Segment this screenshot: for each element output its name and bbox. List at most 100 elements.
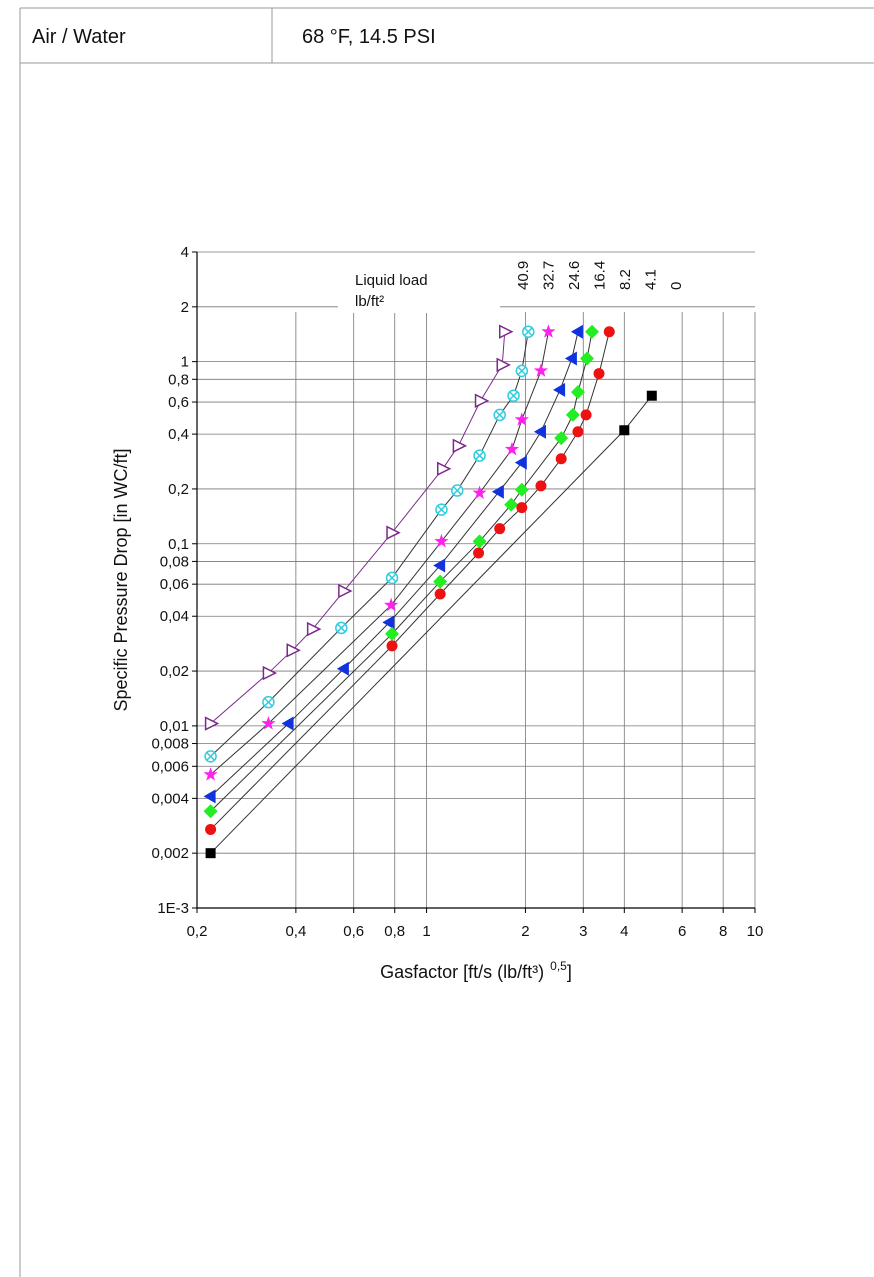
point	[496, 357, 511, 373]
x-axis-label-sup: 0,5	[550, 959, 567, 973]
point	[515, 364, 529, 378]
point	[203, 789, 216, 804]
point	[203, 804, 218, 819]
point	[541, 324, 556, 338]
legend-title: Liquid load	[355, 272, 428, 289]
point	[386, 640, 398, 652]
legend-label: 0	[668, 282, 685, 290]
y-tick-label: 4	[181, 244, 189, 261]
y-tick-label: 0,2	[168, 481, 189, 498]
legend-box	[338, 253, 500, 313]
series-line	[210, 331, 506, 724]
y-axis-label: Specific Pressure Drop [in WC/ft]	[111, 448, 131, 711]
point	[553, 382, 566, 397]
point	[286, 643, 301, 658]
x-tick-label: 0,2	[187, 923, 208, 940]
y-tick-label: 0,004	[151, 790, 189, 807]
point	[435, 503, 448, 516]
point	[491, 484, 504, 499]
x-tick-label: 0,8	[384, 923, 405, 940]
point	[472, 534, 487, 549]
x-tick-label: 1	[422, 923, 430, 940]
point	[516, 502, 528, 514]
point	[306, 621, 322, 637]
y-tick-label: 0,8	[168, 371, 189, 388]
x-axis-label-text: Gasfactor [ft/s (lb/ft³)	[380, 962, 544, 982]
y-tick-label: 0,1	[168, 536, 189, 553]
point	[204, 750, 217, 763]
point	[570, 324, 583, 339]
point	[472, 485, 487, 500]
point	[514, 412, 529, 426]
point	[554, 431, 569, 446]
point	[507, 389, 520, 402]
point	[385, 626, 400, 641]
series-line	[210, 331, 593, 812]
series-line	[210, 395, 653, 854]
point	[585, 324, 600, 339]
point	[205, 823, 217, 835]
legend-label: 40.9	[515, 261, 532, 290]
header-conditions: 68 °F, 14.5 PSI	[302, 26, 436, 48]
point	[385, 571, 399, 585]
point	[494, 523, 506, 535]
point	[473, 547, 485, 559]
point	[204, 716, 220, 731]
point	[564, 351, 577, 366]
point	[338, 583, 353, 599]
point	[335, 621, 348, 635]
y-tick-label: 1	[181, 354, 189, 371]
y-tick-label: 2	[181, 299, 189, 316]
point	[203, 767, 218, 781]
y-tick-label: 0,002	[151, 845, 189, 862]
y-tick-label: 0,02	[160, 663, 189, 680]
x-tick-label: 0,6	[343, 923, 364, 940]
y-tick-label: 0,06	[160, 576, 189, 593]
y-tick-label: 0,04	[160, 608, 189, 625]
point	[433, 574, 448, 589]
x-tick-label: 2	[521, 923, 529, 940]
x-tick-label: 8	[719, 923, 727, 940]
y-tick-label: 0,4	[168, 426, 189, 443]
point	[646, 390, 657, 401]
point	[535, 480, 547, 492]
legend-label: 4.1	[643, 269, 660, 290]
point	[493, 408, 506, 422]
y-tick-label: 1E-3	[157, 900, 189, 917]
point	[433, 558, 446, 573]
point	[580, 351, 595, 366]
point	[262, 665, 278, 681]
point	[452, 438, 468, 454]
point	[261, 716, 276, 730]
x-axis-label-end: ]	[567, 962, 572, 982]
header-medium: Air / Water	[32, 26, 126, 48]
legend-unit: lb/ft²	[355, 293, 384, 310]
series-line	[210, 331, 610, 830]
x-tick-label: 4	[620, 923, 628, 940]
point	[434, 533, 449, 548]
point	[383, 597, 399, 612]
point	[619, 425, 630, 436]
legend-label: 32.7	[541, 261, 558, 290]
point	[580, 409, 592, 421]
legend-label: 24.6	[566, 261, 583, 290]
y-tick-label: 0,006	[151, 758, 189, 775]
point	[555, 453, 567, 465]
point	[336, 661, 349, 676]
y-tick-label: 0,08	[160, 553, 189, 570]
point	[386, 525, 401, 540]
point	[504, 497, 519, 512]
point	[593, 368, 605, 380]
point	[281, 716, 294, 731]
point	[522, 325, 535, 338]
point	[474, 393, 490, 408]
y-tick-label: 0,008	[151, 736, 189, 753]
point	[382, 615, 395, 630]
point	[205, 848, 216, 859]
point	[570, 385, 585, 400]
point	[473, 449, 486, 462]
point	[450, 484, 464, 497]
legend-label: 16.4	[592, 261, 609, 290]
